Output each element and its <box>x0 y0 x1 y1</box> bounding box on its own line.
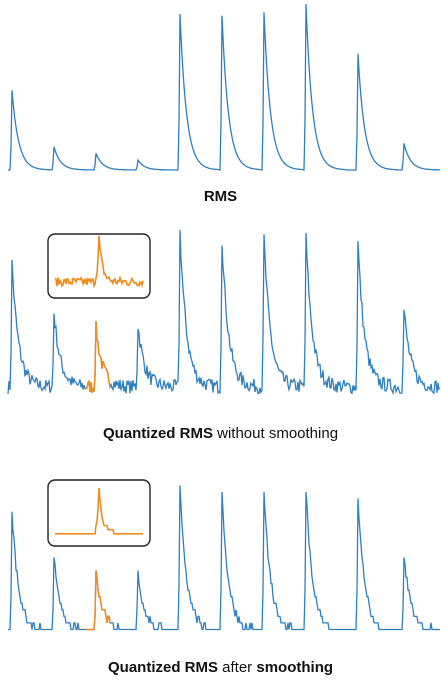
panel-3-caption: Quantized RMS after smoothing <box>0 659 441 676</box>
panel-3-title-bold2: smoothing <box>256 659 333 676</box>
panel-2-title-bold: Quantized RMS <box>103 425 213 442</box>
panel-3-plot <box>8 480 440 630</box>
panel-3-title-rest: after <box>218 659 256 676</box>
panel-2-caption: Quantized RMS without smoothing <box>0 425 441 442</box>
panel-1-caption: RMS <box>0 188 441 205</box>
panel-1-plot <box>8 4 440 170</box>
panel-2-title-rest: without smoothing <box>213 425 338 442</box>
panel-2-plot <box>8 230 440 394</box>
series-line-panel-1 <box>8 4 440 170</box>
panel-1-title: RMS <box>204 188 237 205</box>
panel-3-title-bold: Quantized RMS <box>108 659 218 676</box>
highlighted-peak-panel-2 <box>86 321 110 393</box>
highlighted-peak-panel-3 <box>86 571 110 630</box>
